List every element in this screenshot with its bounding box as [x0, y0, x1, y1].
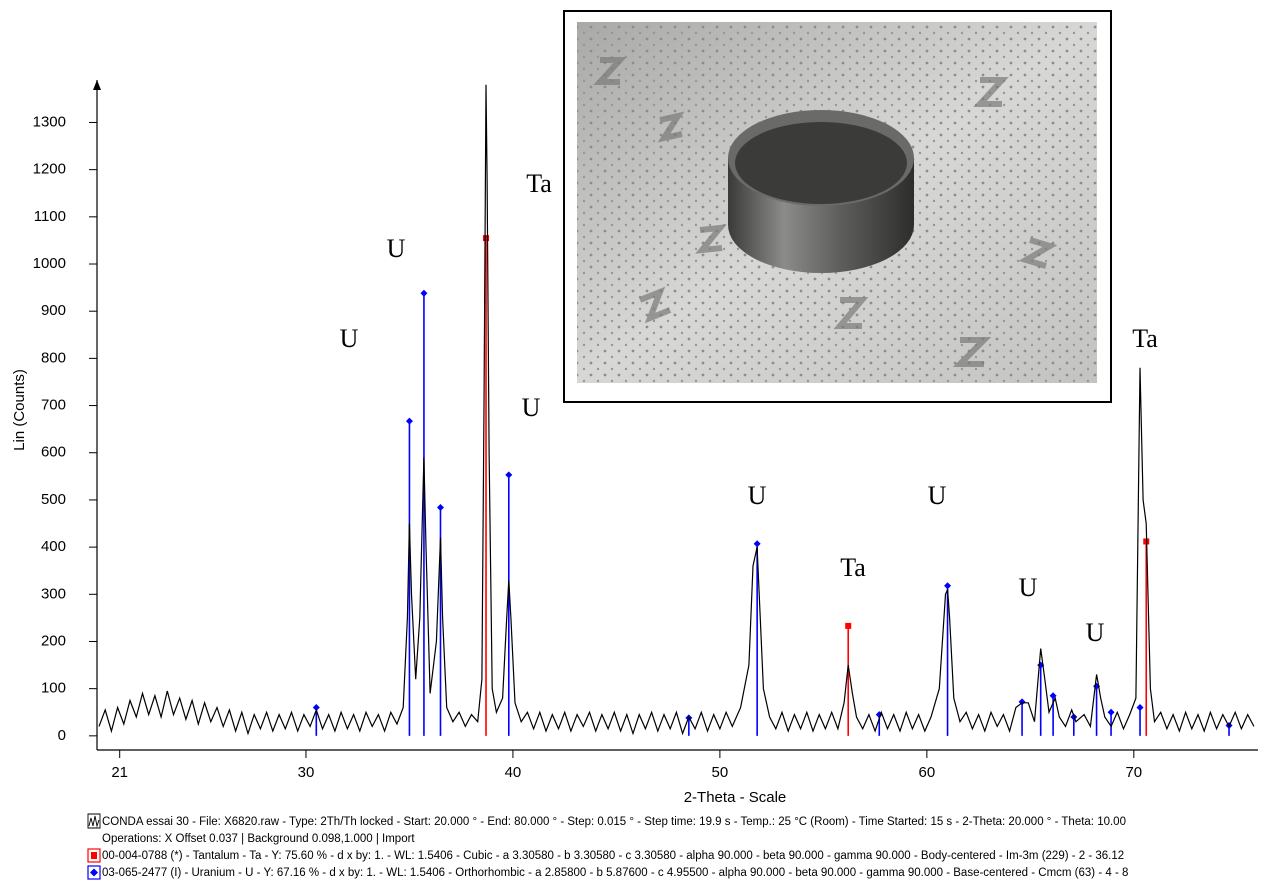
stick-marker	[505, 471, 513, 479]
x-tick-label: 60	[919, 764, 936, 781]
peak-annotation: Ta	[840, 553, 866, 582]
x-tick-label: 21	[111, 764, 128, 781]
y-tick-label: 500	[41, 491, 66, 508]
legend-text: CONDA essai 30 - File: X6820.raw - Type:…	[102, 816, 1126, 828]
peak-annotation: U	[522, 393, 541, 422]
peak-annotation: U	[928, 481, 947, 510]
peak-annotation: U	[1086, 618, 1105, 647]
stick-marker	[483, 235, 490, 242]
y-tick-label: 800	[41, 349, 66, 366]
stick-marker	[944, 582, 952, 590]
x-axis-title: 2-Theta - Scale	[684, 789, 787, 806]
stick-marker	[1136, 704, 1144, 712]
y-axis-title: Lin (Counts)	[11, 369, 28, 451]
y-tick-label: 900	[41, 302, 66, 319]
legend-text: Operations: X Offset 0.037 | Background …	[102, 833, 415, 845]
y-axis-arrow	[93, 80, 101, 90]
peak-annotation: Ta	[526, 169, 552, 198]
pattern-line	[98, 84, 1255, 736]
y-tick-label: 1300	[33, 113, 66, 130]
y-tick-label: 400	[41, 538, 66, 555]
peak-annotation: U	[387, 234, 406, 263]
legend-text: 03-065-2477 (I) - Uranium - U - Y: 67.16…	[102, 867, 1128, 879]
legend-icon	[90, 868, 98, 877]
y-tick-label: 0	[58, 727, 66, 744]
stick-marker	[845, 622, 852, 629]
stick-marker	[436, 503, 444, 511]
y-tick-label: 700	[41, 397, 66, 414]
stick-marker	[753, 540, 761, 548]
legend-text: 00-004-0788 (*) - Tantalum - Ta - Y: 75.…	[102, 850, 1124, 862]
y-tick-label: 100	[41, 680, 66, 697]
x-tick-label: 70	[1125, 764, 1142, 781]
stick-marker	[405, 417, 413, 425]
peak-annotation: U	[748, 481, 767, 510]
axes	[93, 80, 1258, 751]
y-tick-label: 200	[41, 632, 66, 649]
x-tick-label: 50	[712, 764, 729, 781]
stick-marker	[312, 704, 320, 712]
x-tick-label: 30	[298, 764, 315, 781]
peak-annotation: Ta	[1132, 324, 1158, 353]
stick-marker	[1107, 708, 1115, 716]
legend-icon	[91, 852, 97, 859]
y-tick-label: 600	[41, 444, 66, 461]
y-tick-label: 1200	[33, 161, 66, 178]
legend-icon	[87, 813, 101, 829]
y-tick-label: 1000	[33, 255, 66, 272]
photo-inset	[563, 10, 1112, 403]
x-tick-label: 40	[505, 764, 522, 781]
y-tick-label: 300	[41, 585, 66, 602]
stick-marker	[420, 289, 428, 297]
peak-annotation: U	[1019, 573, 1038, 602]
y-tick-label: 1100	[34, 208, 66, 225]
peak-annotation: U	[340, 324, 359, 353]
